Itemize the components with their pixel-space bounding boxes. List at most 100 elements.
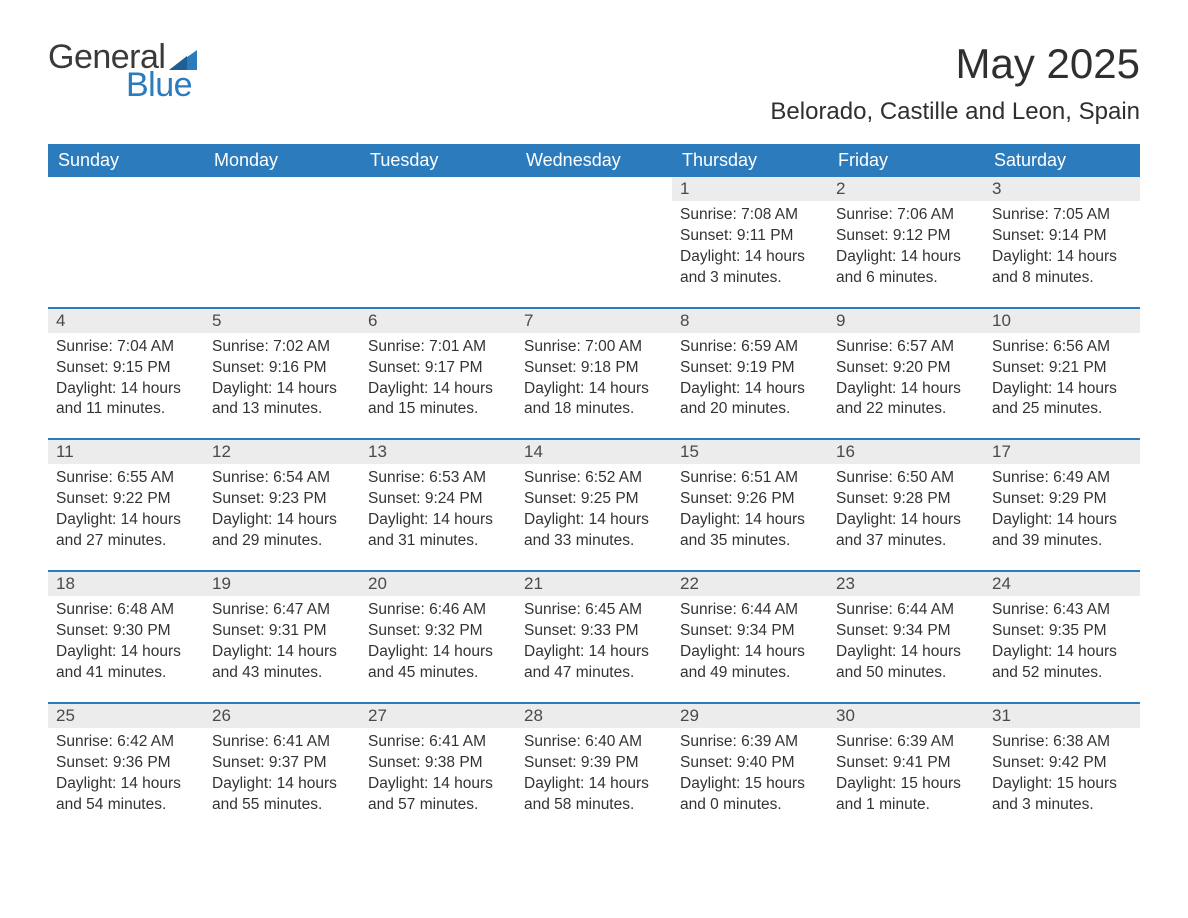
sunrise-line: Sunrise: 7:08 AM [680, 205, 820, 226]
sunset-line: Sunset: 9:26 PM [680, 489, 820, 510]
daylight-line: Daylight: 14 hours and 6 minutes. [836, 247, 976, 289]
day-header: Tuesday [360, 144, 516, 177]
day-info: Sunrise: 6:49 AMSunset: 9:29 PMDaylight:… [984, 464, 1140, 570]
day-info: Sunrise: 6:41 AMSunset: 9:37 PMDaylight:… [204, 728, 360, 834]
sunrise-line: Sunrise: 6:45 AM [524, 600, 664, 621]
calendar-cell: 12Sunrise: 6:54 AMSunset: 9:23 PMDayligh… [204, 438, 360, 570]
calendar-cell: 4Sunrise: 7:04 AMSunset: 9:15 PMDaylight… [48, 307, 204, 439]
day-number: 29 [672, 704, 828, 728]
daylight-line: Daylight: 14 hours and 33 minutes. [524, 510, 664, 552]
day-header: Sunday [48, 144, 204, 177]
sunset-line: Sunset: 9:25 PM [524, 489, 664, 510]
daylight-line: Daylight: 15 hours and 3 minutes. [992, 774, 1132, 816]
calendar-cell: 7Sunrise: 7:00 AMSunset: 9:18 PMDaylight… [516, 307, 672, 439]
sunset-line: Sunset: 9:42 PM [992, 753, 1132, 774]
sunset-line: Sunset: 9:23 PM [212, 489, 352, 510]
sunset-line: Sunset: 9:32 PM [368, 621, 508, 642]
sunrise-line: Sunrise: 6:41 AM [368, 732, 508, 753]
day-info: Sunrise: 6:50 AMSunset: 9:28 PMDaylight:… [828, 464, 984, 570]
daylight-line: Daylight: 14 hours and 50 minutes. [836, 642, 976, 684]
calendar-body: 1Sunrise: 7:08 AMSunset: 9:11 PMDaylight… [48, 177, 1140, 833]
daylight-line: Daylight: 14 hours and 22 minutes. [836, 379, 976, 421]
brand-logo: General Blue [48, 40, 197, 102]
calendar-cell: 9Sunrise: 6:57 AMSunset: 9:20 PMDaylight… [828, 307, 984, 439]
daylight-line: Daylight: 14 hours and 18 minutes. [524, 379, 664, 421]
sunset-line: Sunset: 9:30 PM [56, 621, 196, 642]
calendar-cell: 15Sunrise: 6:51 AMSunset: 9:26 PMDayligh… [672, 438, 828, 570]
daylight-line: Daylight: 15 hours and 0 minutes. [680, 774, 820, 816]
day-number: 1 [672, 177, 828, 201]
day-number: 26 [204, 704, 360, 728]
sunrise-line: Sunrise: 6:55 AM [56, 468, 196, 489]
day-number: 21 [516, 572, 672, 596]
calendar-cell: 19Sunrise: 6:47 AMSunset: 9:31 PMDayligh… [204, 570, 360, 702]
calendar-table: SundayMondayTuesdayWednesdayThursdayFrid… [48, 144, 1140, 833]
sunrise-line: Sunrise: 6:54 AM [212, 468, 352, 489]
day-info: Sunrise: 6:55 AMSunset: 9:22 PMDaylight:… [48, 464, 204, 570]
daylight-line: Daylight: 14 hours and 55 minutes. [212, 774, 352, 816]
sunset-line: Sunset: 9:24 PM [368, 489, 508, 510]
calendar-row: 1Sunrise: 7:08 AMSunset: 9:11 PMDaylight… [48, 177, 1140, 307]
daylight-line: Daylight: 14 hours and 15 minutes. [368, 379, 508, 421]
day-info: Sunrise: 6:41 AMSunset: 9:38 PMDaylight:… [360, 728, 516, 834]
calendar-cell: 31Sunrise: 6:38 AMSunset: 9:42 PMDayligh… [984, 702, 1140, 834]
day-number: 5 [204, 309, 360, 333]
sunrise-line: Sunrise: 6:41 AM [212, 732, 352, 753]
day-info: Sunrise: 6:46 AMSunset: 9:32 PMDaylight:… [360, 596, 516, 702]
day-info: Sunrise: 7:05 AMSunset: 9:14 PMDaylight:… [984, 201, 1140, 307]
calendar-cell: 5Sunrise: 7:02 AMSunset: 9:16 PMDaylight… [204, 307, 360, 439]
day-number: 3 [984, 177, 1140, 201]
calendar-row: 25Sunrise: 6:42 AMSunset: 9:36 PMDayligh… [48, 702, 1140, 834]
sunrise-line: Sunrise: 7:02 AM [212, 337, 352, 358]
daylight-line: Daylight: 14 hours and 20 minutes. [680, 379, 820, 421]
sunset-line: Sunset: 9:36 PM [56, 753, 196, 774]
day-number: 11 [48, 440, 204, 464]
sunset-line: Sunset: 9:31 PM [212, 621, 352, 642]
day-info: Sunrise: 6:52 AMSunset: 9:25 PMDaylight:… [516, 464, 672, 570]
daylight-line: Daylight: 14 hours and 52 minutes. [992, 642, 1132, 684]
day-number: 22 [672, 572, 828, 596]
day-info: Sunrise: 6:45 AMSunset: 9:33 PMDaylight:… [516, 596, 672, 702]
day-info: Sunrise: 7:04 AMSunset: 9:15 PMDaylight:… [48, 333, 204, 439]
day-number: 10 [984, 309, 1140, 333]
daylight-line: Daylight: 14 hours and 27 minutes. [56, 510, 196, 552]
sunrise-line: Sunrise: 7:06 AM [836, 205, 976, 226]
day-number: 4 [48, 309, 204, 333]
daylight-line: Daylight: 14 hours and 37 minutes. [836, 510, 976, 552]
day-number: 17 [984, 440, 1140, 464]
day-number: 23 [828, 572, 984, 596]
sunset-line: Sunset: 9:41 PM [836, 753, 976, 774]
day-info: Sunrise: 6:39 AMSunset: 9:40 PMDaylight:… [672, 728, 828, 834]
sunset-line: Sunset: 9:28 PM [836, 489, 976, 510]
day-number: 12 [204, 440, 360, 464]
sunset-line: Sunset: 9:39 PM [524, 753, 664, 774]
calendar-cell: 16Sunrise: 6:50 AMSunset: 9:28 PMDayligh… [828, 438, 984, 570]
day-number: 19 [204, 572, 360, 596]
day-number: 13 [360, 440, 516, 464]
calendar-head: SundayMondayTuesdayWednesdayThursdayFrid… [48, 144, 1140, 177]
location: Belorado, Castille and Leon, Spain [770, 98, 1140, 126]
day-header: Saturday [984, 144, 1140, 177]
day-info: Sunrise: 6:48 AMSunset: 9:30 PMDaylight:… [48, 596, 204, 702]
sunset-line: Sunset: 9:16 PM [212, 358, 352, 379]
sunset-line: Sunset: 9:17 PM [368, 358, 508, 379]
sunrise-line: Sunrise: 7:00 AM [524, 337, 664, 358]
calendar-cell: 2Sunrise: 7:06 AMSunset: 9:12 PMDaylight… [828, 177, 984, 307]
day-info: Sunrise: 6:54 AMSunset: 9:23 PMDaylight:… [204, 464, 360, 570]
sunrise-line: Sunrise: 6:56 AM [992, 337, 1132, 358]
sunset-line: Sunset: 9:33 PM [524, 621, 664, 642]
sunset-line: Sunset: 9:34 PM [836, 621, 976, 642]
daylight-line: Daylight: 14 hours and 58 minutes. [524, 774, 664, 816]
calendar-cell: 1Sunrise: 7:08 AMSunset: 9:11 PMDaylight… [672, 177, 828, 307]
day-info: Sunrise: 6:38 AMSunset: 9:42 PMDaylight:… [984, 728, 1140, 834]
daylight-line: Daylight: 15 hours and 1 minute. [836, 774, 976, 816]
calendar-cell: 23Sunrise: 6:44 AMSunset: 9:34 PMDayligh… [828, 570, 984, 702]
sunset-line: Sunset: 9:19 PM [680, 358, 820, 379]
daylight-line: Daylight: 14 hours and 29 minutes. [212, 510, 352, 552]
sunset-line: Sunset: 9:34 PM [680, 621, 820, 642]
calendar-cell: 18Sunrise: 6:48 AMSunset: 9:30 PMDayligh… [48, 570, 204, 702]
brand-line2: Blue [126, 68, 197, 102]
sunset-line: Sunset: 9:29 PM [992, 489, 1132, 510]
day-number: 18 [48, 572, 204, 596]
sunrise-line: Sunrise: 6:49 AM [992, 468, 1132, 489]
